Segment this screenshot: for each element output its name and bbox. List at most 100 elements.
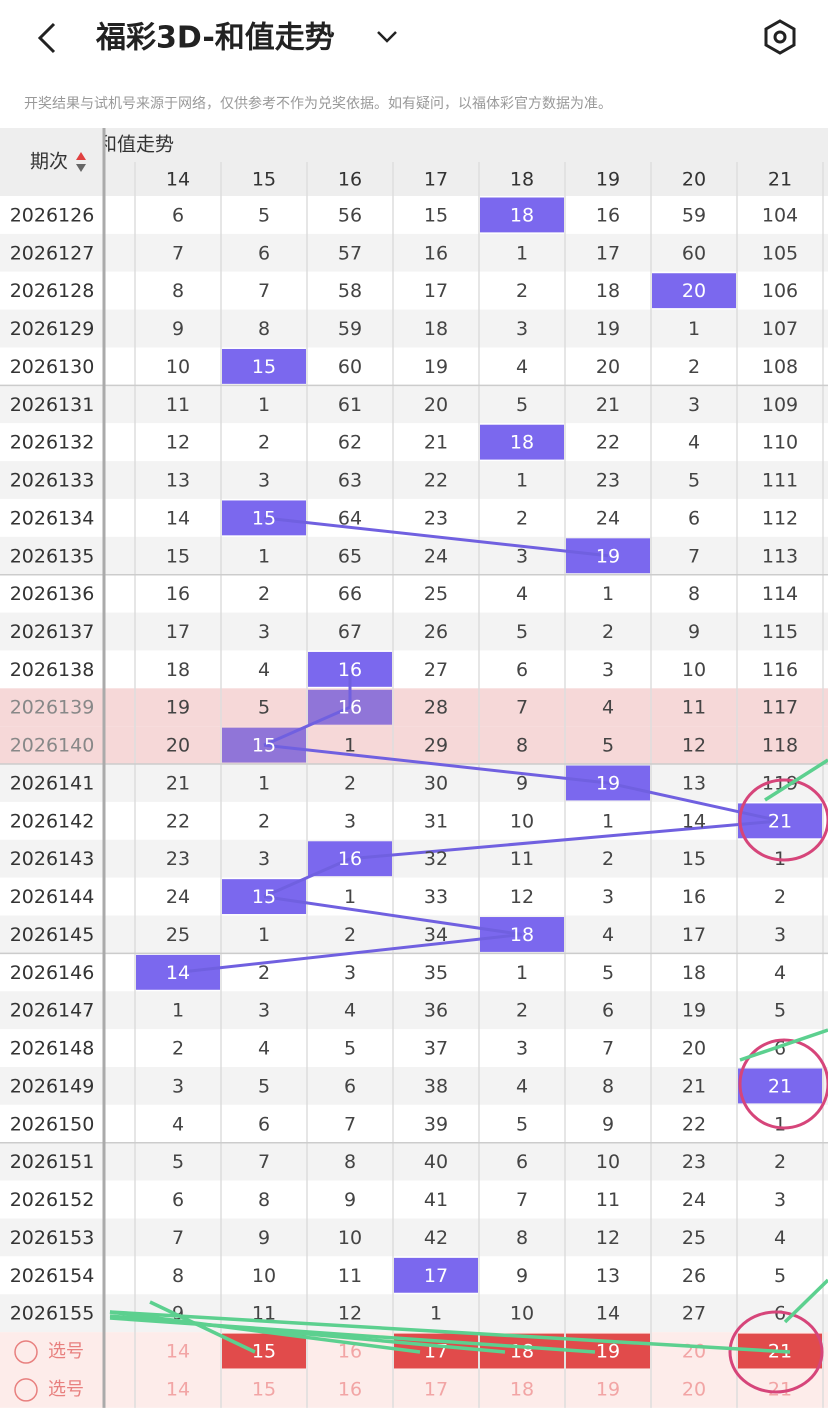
cell-value: 8 [344, 1151, 356, 1173]
cell-value: 6 [774, 1303, 786, 1325]
select-number[interactable]: 15 [252, 1378, 276, 1400]
cell-value: 7 [688, 545, 700, 567]
cell-value: 4 [516, 583, 528, 605]
cell-value: 11 [510, 848, 534, 870]
cell-value: 10 [682, 659, 706, 681]
cell-value: 23 [424, 507, 448, 529]
sort-down[interactable] [76, 164, 86, 172]
cell-value: 3 [774, 924, 786, 946]
cell-value: 60 [338, 356, 362, 378]
cell-value: 1 [258, 924, 270, 946]
selected-cell [222, 1333, 306, 1369]
cell-value: 36 [424, 1000, 448, 1022]
select-radio[interactable] [14, 1378, 38, 1402]
cell-value: 6 [172, 1189, 184, 1211]
select-label: 选号 [48, 1341, 84, 1362]
cell-value: 1 [516, 470, 528, 492]
cell-value: 18 [682, 962, 706, 984]
cell-value: 5 [258, 1075, 270, 1097]
period-header: 期次 [30, 151, 68, 173]
column-header: 17 [424, 169, 448, 191]
cell-value: 3 [774, 1189, 786, 1211]
trend-line [263, 895, 523, 936]
cell-value: 22 [424, 470, 448, 492]
cell-value: 17 [424, 280, 448, 302]
row-bg [0, 650, 828, 689]
annotation-circle [728, 1310, 824, 1394]
trend-line [263, 743, 609, 785]
select-number[interactable]: 16 [338, 1341, 362, 1363]
hit-value: 18 [510, 432, 534, 454]
cell-value: 21 [596, 394, 620, 416]
select-number[interactable]: 15 [252, 1341, 276, 1363]
cell-value: 2 [688, 356, 700, 378]
cell-value: 7 [516, 697, 528, 719]
select-number[interactable]: 20 [682, 1341, 706, 1363]
cell-value: 58 [338, 280, 362, 302]
cell-value: 5 [258, 204, 270, 226]
cell-value: 4 [602, 697, 614, 719]
cell-value: 4 [774, 962, 786, 984]
cell-value: 12 [682, 735, 706, 757]
cell-value: 12 [596, 1227, 620, 1249]
dropdown-icon[interactable] [377, 31, 397, 43]
select-number[interactable]: 17 [424, 1378, 448, 1400]
cell-value: 10 [510, 810, 534, 832]
cell-value: 113 [762, 545, 798, 567]
cell-value: 18 [424, 318, 448, 340]
cell-value: 17 [596, 242, 620, 264]
cell-value: 5 [172, 1151, 184, 1173]
cell-value: 4 [344, 1000, 356, 1022]
row-bg [0, 461, 828, 499]
select-number[interactable]: 19 [596, 1341, 620, 1363]
notice: 开奖结果与试机号来源于网络，仅供参考不作为兑奖依据。如有疑问，以福体彩官方数据为… [24, 95, 612, 112]
select-number[interactable]: 20 [682, 1378, 706, 1400]
cell-value: 2 [258, 810, 270, 832]
cell-value: 12 [510, 886, 534, 908]
select-radio[interactable] [14, 1340, 38, 1364]
cell-value: 10 [166, 356, 190, 378]
hit-value: 16 [338, 848, 362, 870]
cell-value: 2 [516, 1000, 528, 1022]
cell-value: 10 [252, 1265, 276, 1287]
sort-up[interactable] [76, 152, 86, 160]
cell-value: 7 [258, 280, 270, 302]
cell-value: 119 [762, 772, 798, 794]
select-number[interactable]: 14 [166, 1378, 190, 1400]
row-bg [0, 196, 828, 234]
cell-value: 1 [258, 394, 270, 416]
cell-value: 105 [762, 242, 798, 264]
cell-value: 3 [344, 810, 356, 832]
annotation-arrow [739, 1028, 828, 1062]
back-button[interactable] [37, 22, 56, 54]
cell-value: 17 [682, 924, 706, 946]
cell-value: 27 [424, 659, 448, 681]
cell-value: 8 [258, 318, 270, 340]
cell-value: 8 [516, 1227, 528, 1249]
select-number[interactable]: 19 [596, 1378, 620, 1400]
row-bg [0, 1142, 828, 1181]
select-number[interactable]: 18 [510, 1378, 534, 1400]
select-label: 选号 [48, 1379, 84, 1400]
select-number[interactable]: 21 [768, 1378, 792, 1400]
hit-value: 20 [682, 280, 706, 302]
select-number[interactable]: 14 [166, 1341, 190, 1363]
row-bg [0, 498, 828, 537]
period: 2026153 [10, 1227, 95, 1249]
cell-value: 5 [516, 621, 528, 643]
cell-value: 35 [424, 962, 448, 984]
cell-value: 4 [774, 1227, 786, 1249]
row-bg [0, 801, 828, 840]
select-number[interactable]: 18 [510, 1341, 534, 1363]
settings-icon[interactable] [764, 19, 796, 55]
cell-value: 24 [596, 507, 620, 529]
cell-value: 21 [424, 432, 448, 454]
cell-value: 111 [762, 470, 798, 492]
cell-value: 11 [166, 394, 190, 416]
trend-line [263, 705, 351, 747]
cell-value: 9 [172, 318, 184, 340]
row-bg [0, 1067, 828, 1105]
cell-value: 30 [424, 772, 448, 794]
select-number[interactable]: 16 [338, 1378, 362, 1400]
